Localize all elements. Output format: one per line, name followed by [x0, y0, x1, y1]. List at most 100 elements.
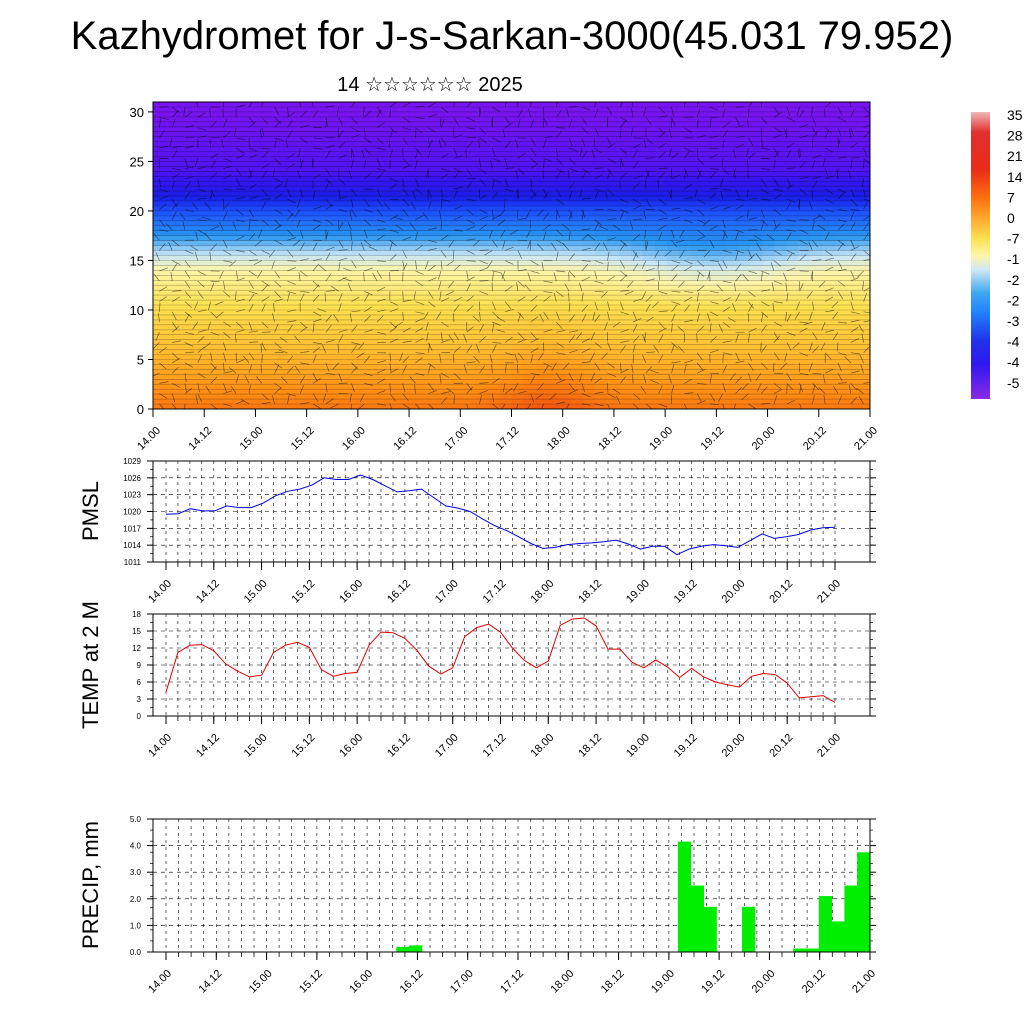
section-field-cell: [726, 111, 740, 118]
section-field-cell: [248, 334, 262, 341]
section-field-cell: [798, 379, 811, 385]
section-field-cell: [236, 404, 250, 409]
section-field-cell: [451, 230, 465, 237]
section-field-cell: [296, 399, 309, 405]
wind-barb: [612, 224, 621, 231]
section-field-cell: [774, 359, 787, 366]
section-field-cell: [642, 285, 656, 291]
wind-barb: [556, 291, 564, 298]
section-field-cell: [834, 205, 847, 212]
wind-barb: [479, 158, 481, 168]
section-field-cell: [320, 305, 333, 311]
section-field-cell: [260, 240, 274, 247]
section-field-cell: [260, 260, 274, 266]
section-field-cell: [153, 404, 166, 409]
section-field-cell: [726, 394, 740, 400]
section-field-cell: [284, 270, 297, 276]
section-field-cell: [571, 270, 584, 276]
section-field-cell: [463, 305, 477, 311]
section-field-cell: [427, 354, 441, 361]
section-field-cell: [834, 191, 847, 197]
section-field-cell: [535, 329, 548, 336]
section-field-cell: [702, 220, 716, 227]
section-field-cell: [296, 126, 309, 133]
wind-barb: [248, 384, 251, 394]
wind-barb: [607, 251, 610, 261]
section-field-cell: [427, 260, 441, 266]
section-field-cell: [595, 205, 608, 212]
section-field-cell: [702, 136, 716, 143]
section-field-cell: [535, 354, 548, 361]
section-field-cell: [224, 186, 238, 192]
section-field-cell: [595, 181, 608, 187]
section-field-cell: [188, 334, 202, 341]
section-field-cell: [523, 295, 536, 301]
section-field-cell: [607, 186, 620, 192]
wind-barb: [312, 373, 318, 382]
section-field-cell: [236, 344, 250, 351]
wind-barb: [299, 242, 305, 251]
wind-barb: [504, 308, 514, 313]
wind-barb: [171, 403, 177, 409]
wind-barb: [581, 127, 589, 135]
section-field-cell: [535, 359, 548, 366]
section-field-cell: [236, 290, 250, 296]
section-field-cell: [153, 369, 166, 375]
section-field-cell: [511, 349, 525, 356]
section-field-cell: [463, 210, 477, 217]
wind-barb: [171, 393, 176, 403]
section-field-cell: [368, 275, 381, 281]
wind-barb: [530, 158, 538, 165]
section-field-cell: [368, 126, 381, 133]
wind-barb: [555, 311, 560, 321]
wind-barb: [159, 116, 169, 120]
section-field-cell: [714, 389, 728, 395]
section-field-cell: [284, 379, 297, 385]
section-field-cell: [631, 260, 644, 266]
section-field-cell: [260, 389, 274, 395]
wind-barb: [530, 188, 537, 197]
section-field-cell: [164, 186, 178, 192]
section-field-cell: [559, 339, 572, 346]
section-field-cell: [439, 359, 453, 366]
wind-barb: [529, 219, 532, 229]
section-field-cell: [164, 339, 178, 346]
wind-barb: [453, 229, 463, 232]
section-field-cell: [224, 314, 238, 321]
section-field-cell: [200, 324, 214, 331]
section-field-cell: [690, 290, 704, 296]
section-field-cell: [631, 166, 644, 172]
wind-barb: [364, 239, 372, 247]
wind-barb: [632, 160, 639, 169]
section-field-cell: [654, 285, 668, 291]
section-field-cell: [392, 210, 405, 217]
section-field-cell: [762, 102, 775, 108]
wind-barb: [402, 311, 404, 321]
section-field-cell: [439, 215, 453, 222]
section-field-cell: [380, 285, 393, 291]
wind-barb: [402, 299, 412, 302]
section-field-cell: [200, 280, 214, 286]
section-field-cell: [392, 151, 405, 158]
section-field-cell: [786, 176, 799, 182]
section-field-cell: [511, 319, 525, 326]
wind-barb: [287, 366, 294, 374]
wind-barb: [261, 102, 264, 108]
section-field-cell: [356, 166, 369, 172]
section-field-cell: [523, 201, 536, 207]
section-field-cell: [248, 265, 262, 271]
wind-barb: [155, 252, 160, 261]
section-field-cell: [786, 220, 799, 227]
section-field-cell: [798, 285, 811, 291]
section-field-cell: [786, 205, 799, 212]
section-field-cell: [714, 225, 728, 232]
section-field-cell: [188, 116, 202, 123]
wind-barb: [248, 220, 251, 230]
section-field-cell: [523, 116, 536, 123]
section-field-cell: [200, 329, 214, 336]
section-field-cell: [595, 156, 608, 163]
section-field-cell: [224, 220, 238, 227]
section-field-cell: [284, 250, 297, 257]
section-field-cell: [750, 230, 764, 237]
wind-barb: [312, 294, 320, 302]
